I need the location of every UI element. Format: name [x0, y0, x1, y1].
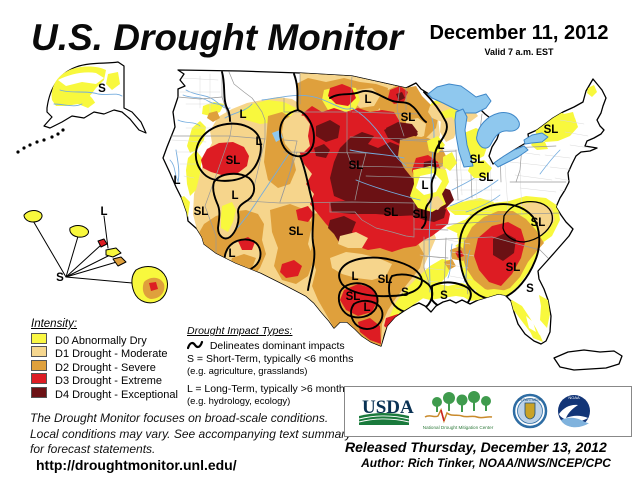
svg-text:SL: SL [479, 172, 494, 184]
svg-text:S: S [526, 283, 534, 295]
svg-text:SL: SL [506, 262, 521, 274]
svg-text:SL: SL [470, 154, 485, 166]
svg-text:USDA: USDA [362, 397, 414, 418]
svg-text:L: L [437, 140, 444, 152]
svg-text:L: L [351, 271, 358, 283]
svg-text:SL: SL [226, 155, 241, 167]
svg-text:S: S [440, 290, 448, 302]
svg-text:SL: SL [289, 226, 304, 238]
svg-text:L: L [255, 136, 262, 148]
svg-text:SL: SL [413, 209, 428, 221]
svg-text:L: L [363, 302, 370, 314]
svg-text:SL: SL [531, 217, 546, 229]
svg-text:DEPARTMENT: DEPARTMENT [518, 398, 543, 402]
svg-text:SL: SL [346, 291, 361, 303]
svg-text:SL: SL [194, 206, 209, 218]
svg-text:SL: SL [349, 160, 364, 172]
svg-text:L: L [100, 206, 107, 218]
svg-text:L: L [364, 94, 371, 106]
svg-text:L: L [228, 248, 235, 260]
svg-text:L: L [173, 175, 180, 187]
svg-text:SL: SL [544, 124, 559, 136]
svg-text:L: L [231, 190, 238, 202]
svg-text:SL: SL [378, 274, 393, 286]
svg-text:NOAA: NOAA [568, 395, 580, 400]
svg-text:National Drought Mitigation Ce: National Drought Mitigation Center [423, 425, 494, 430]
svg-text:S: S [98, 83, 106, 95]
svg-text:S: S [56, 272, 64, 284]
svg-text:SL: SL [401, 112, 416, 124]
svg-text:SL: SL [384, 207, 399, 219]
svg-text:L: L [239, 109, 246, 121]
svg-text:S: S [401, 287, 409, 299]
svg-text:L: L [421, 180, 428, 192]
